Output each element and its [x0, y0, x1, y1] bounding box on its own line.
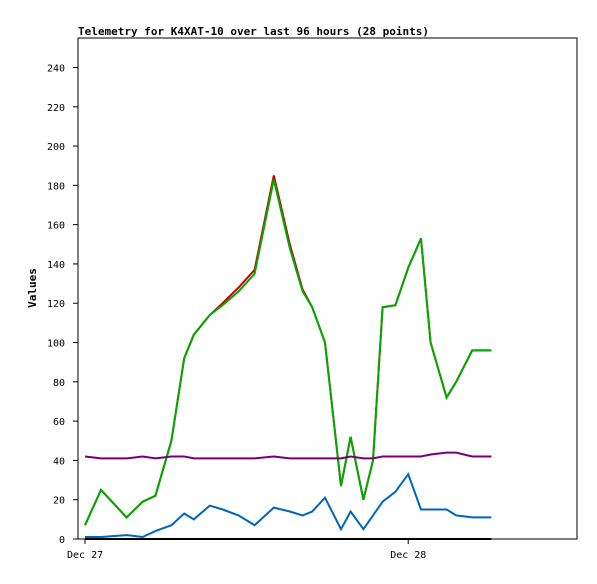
y-tick-label: 140 [47, 260, 65, 271]
y-tick-label: 60 [53, 417, 65, 428]
x-tick-label: Dec 28 [390, 550, 426, 561]
y-tick-label: 20 [53, 496, 65, 507]
chart-title: Telemetry for K4XAT-10 over last 96 hour… [78, 25, 429, 38]
y-tick-label: 240 [47, 63, 65, 74]
y-tick-label: 200 [47, 142, 65, 153]
y-tick-label: 160 [47, 221, 65, 232]
series-line-1 [84, 179, 492, 526]
y-tick-label: 120 [47, 299, 65, 310]
y-tick-label: 80 [53, 378, 65, 389]
y-axis-ticks: 0 20 40 60 80 100 120 140 160 180 200 220 240 [47, 63, 78, 546]
series-line-3 [84, 451, 492, 460]
y-tick-label: 100 [47, 339, 65, 350]
y-tick-label: 180 [47, 181, 65, 192]
y-tick-label: 220 [47, 103, 65, 114]
series-lines [84, 175, 492, 540]
x-tick-label: Dec 27 [67, 550, 103, 561]
y-tick-label: 40 [53, 456, 65, 467]
series-line-2 [85, 472, 492, 539]
y-axis-label: Values [26, 268, 39, 308]
y-tick-label: 0 [59, 535, 65, 546]
